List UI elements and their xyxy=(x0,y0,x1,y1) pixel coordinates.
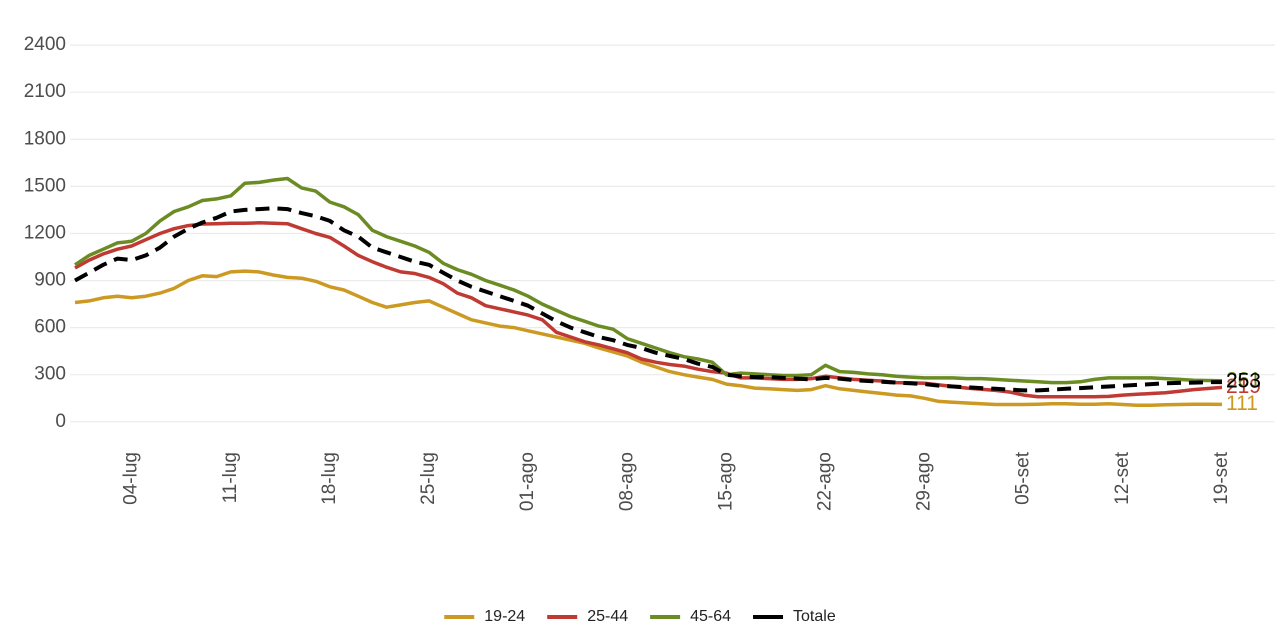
legend-label: 25-44 xyxy=(587,608,628,625)
y-tick-label: 1800 xyxy=(24,128,66,149)
x-tick-label: 01-ago xyxy=(517,452,538,511)
x-tick-label: 12-set xyxy=(1112,451,1133,505)
x-tick-label: 15-ago xyxy=(715,452,736,511)
x-tick-label: 18-lug xyxy=(319,452,340,505)
series-line xyxy=(74,269,1223,408)
x-tick-label: 25-lug xyxy=(418,452,439,505)
end-label: 261 xyxy=(1226,368,1261,391)
y-tick-label: 600 xyxy=(34,317,66,338)
y-tick-label: 2100 xyxy=(24,81,66,102)
y-tick-label: 1200 xyxy=(24,222,66,243)
legend-label: 19-24 xyxy=(484,608,525,625)
legend-label: 45-64 xyxy=(690,608,731,625)
series-line xyxy=(74,206,1223,393)
x-tick-label: 08-ago xyxy=(616,452,637,511)
y-tick-label: 900 xyxy=(34,270,66,291)
end-label: 253 xyxy=(1226,370,1261,393)
x-tick-label: 19-set xyxy=(1211,451,1232,505)
legend-label: Totale xyxy=(793,608,836,625)
x-tick-label: 05-set xyxy=(1013,451,1034,505)
end-label: 111 xyxy=(1226,392,1258,415)
y-tick-label: 1500 xyxy=(24,175,66,196)
y-tick-label: 0 xyxy=(55,411,66,432)
y-tick-label: 300 xyxy=(34,364,66,385)
x-tick-label: 11-lug xyxy=(220,452,241,503)
y-tick-label: 2400 xyxy=(24,34,66,55)
series-line xyxy=(74,176,1223,385)
x-tick-label: 29-ago xyxy=(914,452,935,511)
x-tick-label: 04-lug xyxy=(121,452,142,505)
x-tick-label: 22-ago xyxy=(814,452,835,511)
end-label: 219 xyxy=(1226,375,1261,398)
series-line xyxy=(74,221,1223,399)
